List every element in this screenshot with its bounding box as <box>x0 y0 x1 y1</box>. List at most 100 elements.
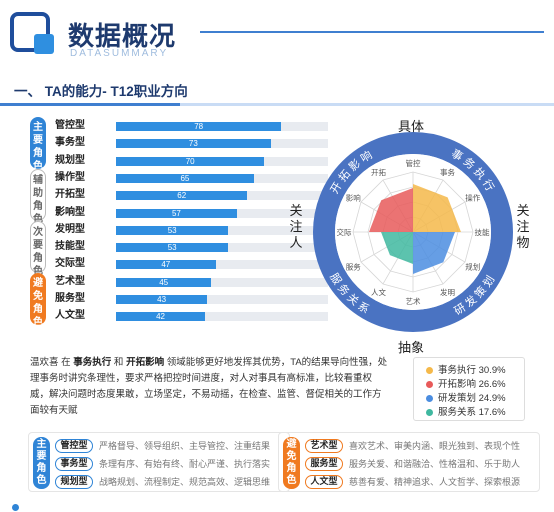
radar-ring-label: 事务执行 <box>449 147 498 196</box>
bar-track: 57 <box>116 208 328 218</box>
radar-quadrant <box>413 232 455 274</box>
radar-right-label: 关注物 <box>516 203 530 250</box>
bar-value-label: 70 <box>185 156 195 166</box>
bar-value-label: 53 <box>167 243 177 253</box>
page-title: 数据概况 <box>68 21 177 51</box>
radar-spoke-label: 技能 <box>475 227 490 237</box>
bar-value-label: 65 <box>180 173 190 183</box>
avoid-role-row: 服务型 服务关爱、和谐融洽、性格温和、乐于助人 <box>305 455 520 471</box>
bar: 42 <box>116 312 206 322</box>
radar-spoke-label: 开拓 <box>371 167 386 177</box>
main-roles-table: 主要角色 管控型 严格督导、领导组织、主导管控、注重结果 事务型 条理有序、有始有终… <box>28 432 290 492</box>
bar-value-label: 53 <box>167 225 177 235</box>
bar-label: 艺术型 <box>55 275 85 287</box>
radar-spoke-label: 管控 <box>406 158 421 168</box>
main-role-row: 事务型 条理有序、有始有终、耐心严谨、执行落实 <box>55 455 270 471</box>
bar-track: 53 <box>116 225 328 235</box>
legend-item: 开拓影响 26.6% <box>426 378 506 391</box>
bar-label: 事务型 <box>55 137 85 149</box>
radar-quadrant <box>369 188 413 232</box>
bar-track: 70 <box>116 156 328 166</box>
bar-track: 78 <box>116 122 328 131</box>
section-divider <box>0 103 554 106</box>
bar-value-label: 78 <box>194 122 204 131</box>
bar-value-label: 43 <box>157 295 167 304</box>
bar-track: 42 <box>116 312 328 322</box>
radar-bottom-label: 抽象 <box>398 340 425 355</box>
bar-value-label: 57 <box>171 208 181 218</box>
bar-label: 交际型 <box>55 258 85 270</box>
legend: 事务执行 30.9% 开拓影响 26.6% 研发策划 24.9% 服务关系 17… <box>413 357 525 421</box>
bar: 78 <box>116 122 282 131</box>
bar-track: 43 <box>116 295 328 304</box>
title-divider <box>200 31 544 33</box>
description-paragraph: 温欢喜 在 事务执行 和 开拓影响 领域能够更好地发挥其优势，TA的结果导向性强… <box>30 357 388 416</box>
radar-spoke-label: 发明 <box>440 287 455 297</box>
avoid-roles-label: 避免角色 <box>283 437 300 489</box>
page-subtitle: DATASUMMARY <box>70 48 169 59</box>
bar: 62 <box>116 191 248 201</box>
role-group-label: 主要角色 <box>30 117 46 172</box>
bar: 47 <box>116 260 216 270</box>
avoid-role-row: 人文型 慈善有爱、精神追求、人文哲学、探索根源 <box>305 473 520 489</box>
avoid-role-row: 艺术型 喜欢艺术、审美内涵、眼光独到、表现个性 <box>305 437 520 453</box>
radar-spoke-label: 艺术 <box>406 296 421 306</box>
bar-label: 技能型 <box>55 241 85 253</box>
radar-ring-label: 开拓影响 <box>329 147 377 196</box>
bar-track: 65 <box>116 173 328 183</box>
bar-track: 45 <box>116 277 328 287</box>
bar-label: 开拓型 <box>55 189 85 201</box>
bar-value-label: 45 <box>159 277 169 287</box>
radar-quadrant <box>381 232 413 264</box>
bar: 70 <box>116 156 265 166</box>
legend-item: 研发策划 24.9% <box>426 392 506 405</box>
radar-left-label: 关注人 <box>289 203 303 250</box>
radar-spoke-label: 操作 <box>465 193 480 203</box>
radar-ring-label: 服务关系 <box>327 271 374 318</box>
bar: 43 <box>116 295 208 304</box>
main-roles-label: 主要角色 <box>33 437 50 489</box>
radar-spoke-label: 影响 <box>346 193 361 203</box>
legend-item: 服务关系 17.6% <box>426 406 506 419</box>
bar-track: 47 <box>116 260 328 270</box>
avoid-roles-table: 避免角色 艺术型 喜欢艺术、审美内涵、眼光独到、表现个性 服务型 服务关爱、和谐融洽… <box>278 432 540 492</box>
bar-track: 62 <box>116 191 328 201</box>
legend-item: 事务执行 30.9% <box>426 364 506 377</box>
bar: 53 <box>116 225 229 235</box>
bar-label: 发明型 <box>55 223 85 235</box>
radar-spoke-label: 交际 <box>337 227 352 237</box>
bar: 57 <box>116 208 237 218</box>
bar-value-label: 42 <box>156 312 165 322</box>
bar-track: 53 <box>116 243 328 253</box>
bar-label: 人文型 <box>55 310 85 322</box>
section-title: 一、 TA的能力- T12职业方向 <box>14 84 188 99</box>
next-section-stub <box>12 502 212 512</box>
bar-label: 服务型 <box>55 293 85 304</box>
bar: 73 <box>116 139 271 149</box>
radar-ring-label: 研发策划 <box>452 271 499 318</box>
radar-spoke-label: 服务 <box>346 262 361 272</box>
bar: 65 <box>116 173 254 183</box>
bar-value-label: 47 <box>161 260 171 270</box>
role-group-label: 辅助角色 <box>30 168 46 225</box>
bar-label: 影响型 <box>55 206 85 218</box>
main-role-row: 规划型 战略规划、流程制定、规范高效、逻辑思维 <box>55 473 270 489</box>
role-group-label: 次要角色 <box>30 220 46 277</box>
role-group-label: 避免角色 <box>30 272 46 328</box>
main-role-row: 管控型 严格督导、领导组织、主导管控、注重结果 <box>55 437 270 453</box>
bar: 45 <box>116 277 212 287</box>
radar-spoke-label: 规划 <box>465 262 480 272</box>
radar-spoke-label: 人文 <box>371 287 386 297</box>
bar-label: 规划型 <box>55 154 85 166</box>
radar-ring <box>313 132 513 332</box>
bar-label: 管控型 <box>55 120 85 131</box>
bar-value-label: 62 <box>177 191 187 201</box>
radar-quadrant <box>413 184 461 232</box>
radar-top-label: 具体 <box>398 119 425 134</box>
logo-icon <box>10 12 56 58</box>
radar-spoke-label: 事务 <box>440 167 455 177</box>
bar-track: 73 <box>116 139 328 149</box>
bar-label: 操作型 <box>55 171 85 183</box>
bar: 53 <box>116 243 229 253</box>
bar-value-label: 73 <box>188 139 198 149</box>
